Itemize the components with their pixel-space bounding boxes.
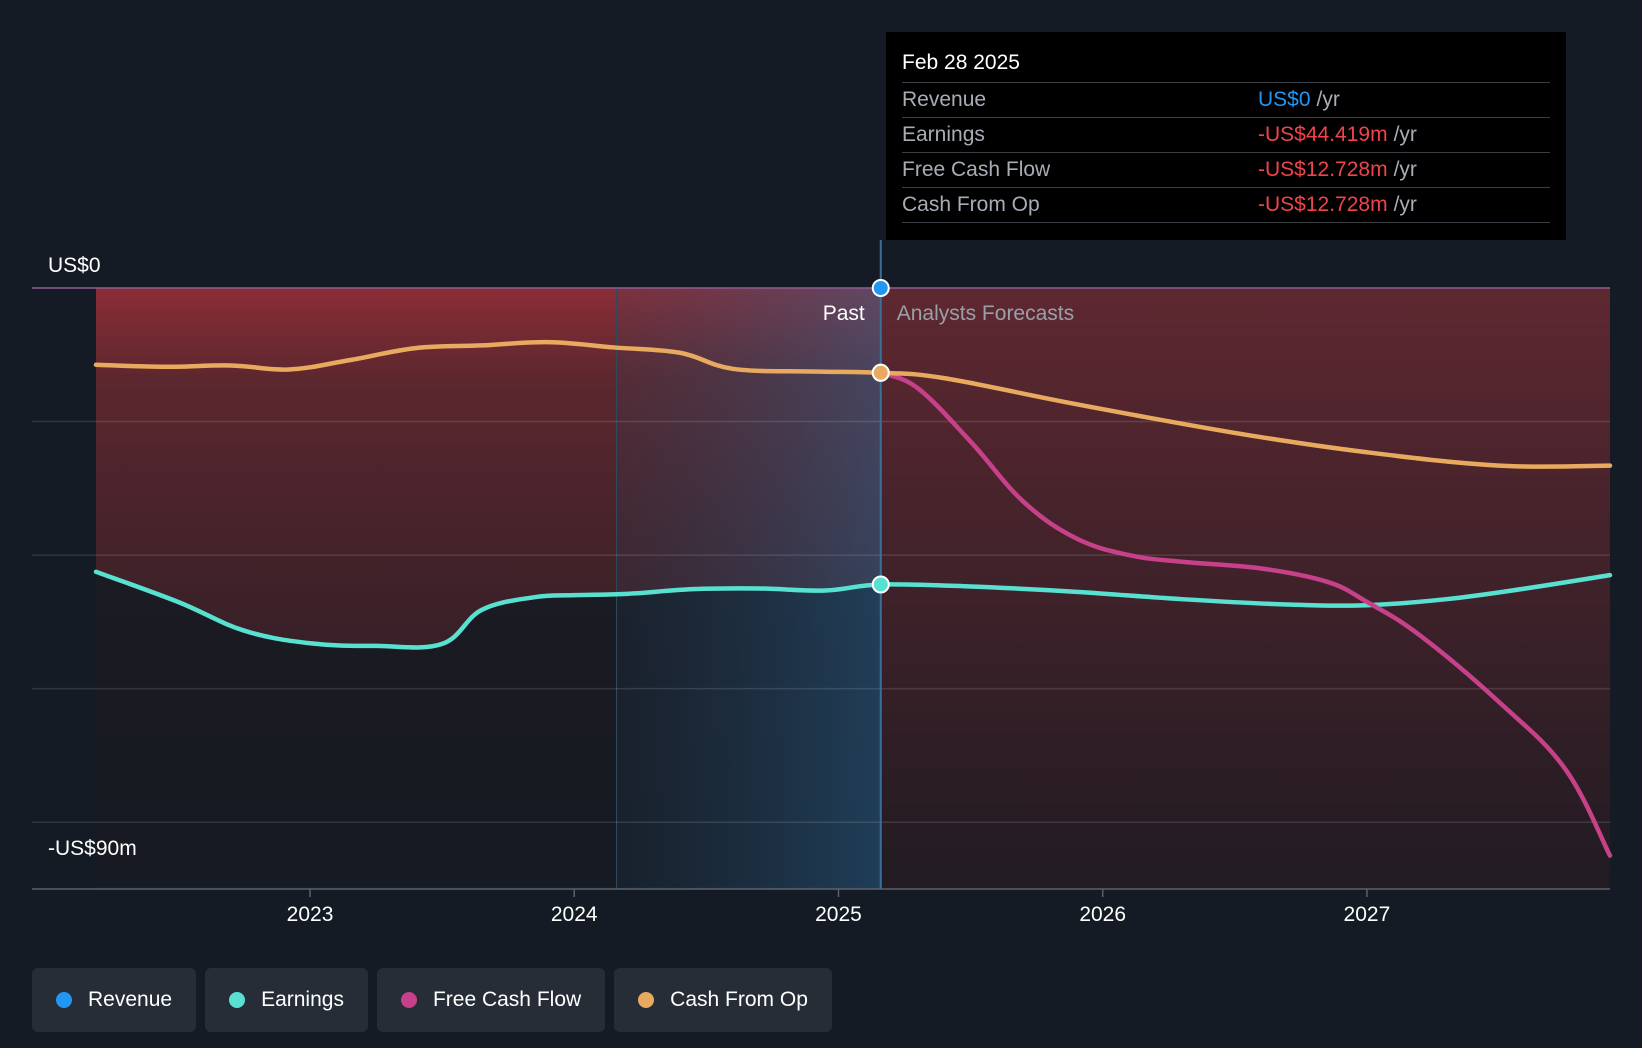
x-tick-label: 2024	[551, 903, 598, 926]
y-label-bottom: -US$90m	[48, 837, 137, 860]
legend-item-cash-from-op[interactable]: Cash From Op	[614, 968, 832, 1032]
x-tick-label: 2027	[1344, 903, 1391, 926]
tooltip-value: -US$12.728m	[1258, 193, 1388, 216]
tooltip-label: Revenue	[902, 88, 987, 111]
tooltip-row-cash-from-op: Cash From Op -US$12.728m /yr	[902, 187, 1550, 223]
legend-label: Cash From Op	[670, 988, 808, 1011]
forecast-label: Analysts Forecasts	[897, 302, 1074, 325]
x-tick-label: 2026	[1079, 903, 1126, 926]
legend-label: Revenue	[88, 988, 173, 1011]
legend: Revenue Earnings Free Cash Flow Cash Fro…	[32, 968, 832, 1032]
series-line-cash-from-op	[93, 339, 1613, 469]
past-label: Past	[823, 302, 865, 325]
legend-item-revenue[interactable]: Revenue	[32, 968, 197, 1032]
tooltip-unit: /yr	[1393, 193, 1417, 216]
x-tick-label: 2023	[287, 903, 334, 926]
legend-item-earnings[interactable]: Earnings	[205, 968, 368, 1032]
legend-dot-icon	[229, 992, 246, 1008]
tooltip-date: Feb 28 2025	[902, 51, 1020, 74]
legend-label: Free Cash Flow	[432, 988, 582, 1011]
x-tick-label: 2025	[815, 903, 862, 926]
legend-dot-icon	[638, 992, 655, 1008]
tooltip-row-revenue: Revenue US$0 /yr	[902, 82, 1550, 117]
legend-dot-icon	[400, 992, 417, 1008]
marker-earnings	[871, 575, 890, 594]
tooltip-value: -US$12.728m	[1258, 158, 1388, 181]
tooltip-label: Free Cash Flow	[902, 158, 1051, 181]
tooltip-label: Earnings	[902, 123, 985, 146]
tooltip-row-earnings: Earnings -US$44.419m /yr	[902, 117, 1550, 152]
y-label-top: US$0	[48, 254, 101, 277]
tooltip-unit: /yr	[1393, 158, 1417, 181]
marker-cash-from-op	[871, 363, 890, 382]
tooltip-value: US$0	[1258, 88, 1311, 111]
legend-label: Earnings	[261, 988, 344, 1011]
tooltip-row-free-cash-flow: Free Cash Flow -US$12.728m /yr	[902, 152, 1550, 187]
legend-dot-icon	[56, 992, 72, 1008]
legend-item-free-cash-flow[interactable]: Free Cash Flow	[376, 968, 606, 1032]
tooltip: Feb 28 2025 Revenue US$0 /yr Earnings -U…	[886, 32, 1566, 240]
series-line-earnings	[93, 569, 1613, 650]
series-line-free-cash-flow	[878, 370, 1613, 858]
tooltip-label: Cash From Op	[902, 193, 1040, 216]
tooltip-unit: /yr	[1316, 88, 1340, 111]
tooltip-unit: /yr	[1393, 123, 1417, 146]
marker-revenue	[871, 279, 890, 297]
tooltip-value: -US$44.419m	[1258, 123, 1388, 146]
